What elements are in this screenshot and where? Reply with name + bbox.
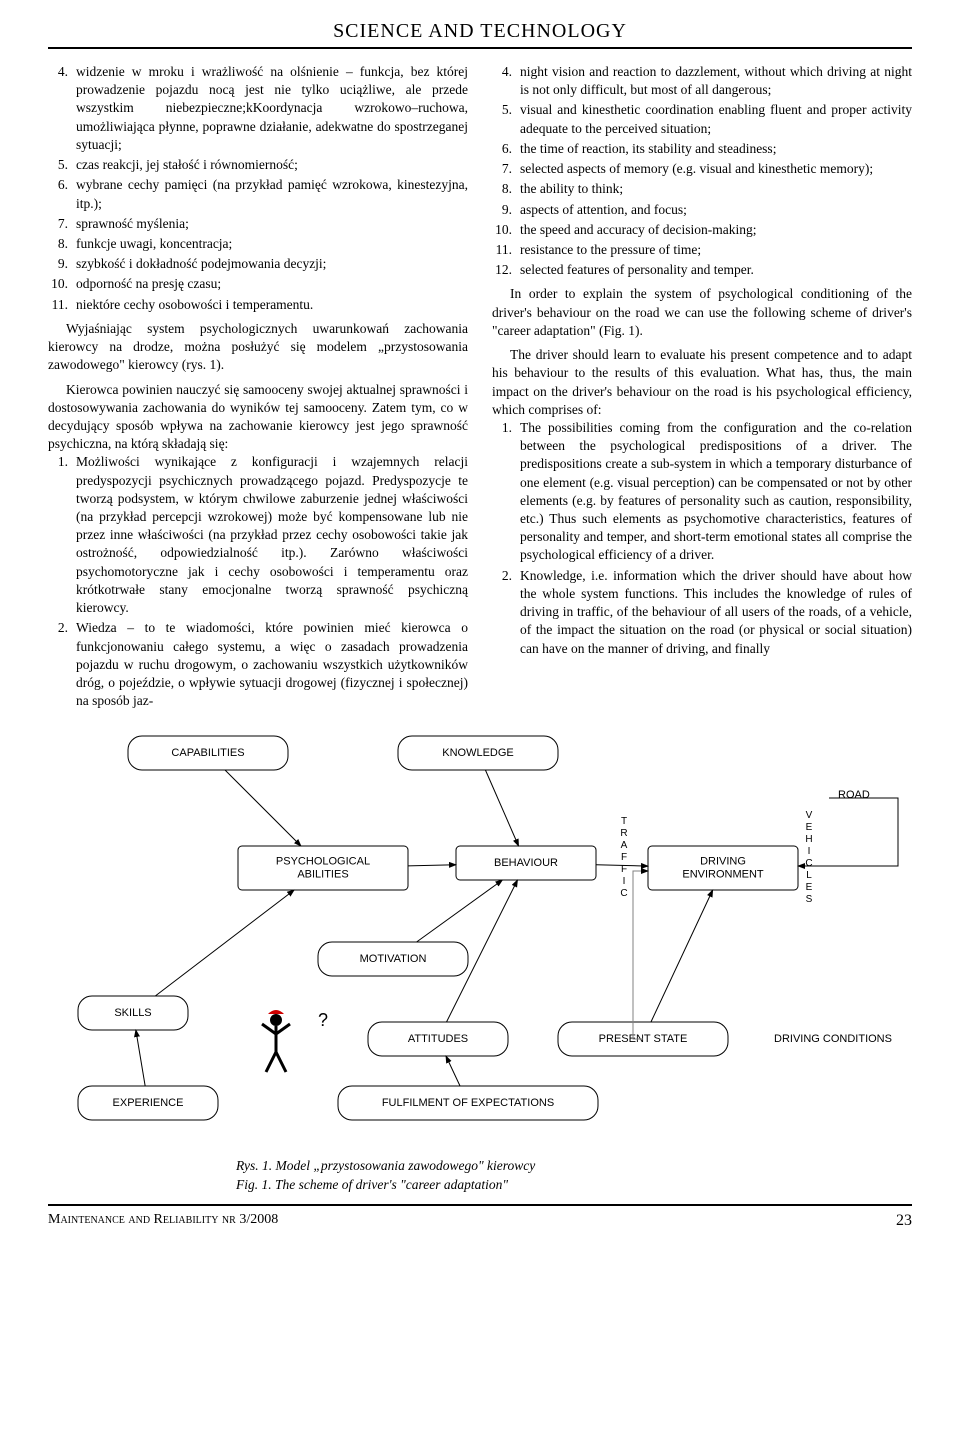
question-mark-icon: ? — [318, 1010, 328, 1030]
node-env: DRIVINGENVIRONMENT — [648, 846, 798, 890]
list-item: 2.Wiedza – to te wiadomości, które powin… — [48, 619, 468, 710]
caption-pl: Rys. 1. Model „przystosowania zawodowego… — [236, 1157, 912, 1175]
list-item: 1.Możliwości wynikające z konfiguracji i… — [48, 453, 468, 617]
svg-text:A: A — [621, 840, 628, 851]
figure-1-diagram: CAPABILITIES KNOWLEDGE PSYCHOLOGICALABILIT… — [48, 726, 912, 1151]
node-kno: KNOWLEDGE — [398, 736, 558, 770]
svg-text:ENVIRONMENT: ENVIRONMENT — [682, 869, 764, 881]
edge-mot-beh — [417, 880, 503, 942]
right-para-2: The driver should learn to evaluate his … — [492, 346, 912, 419]
right-column: 4.night vision and reaction to dazzlemen… — [492, 63, 912, 712]
svg-text:DRIVING CONDITIONS: DRIVING CONDITIONS — [774, 1033, 892, 1045]
edge-cap-psy — [225, 770, 301, 846]
left-para-2: Kierowca powinien nauczyć się samooceny … — [48, 381, 468, 454]
vlabel-traffic: TRAFFIC — [620, 816, 627, 899]
svg-text:BEHAVIOUR: BEHAVIOUR — [494, 857, 558, 869]
left-numbered-list-2: 1.Możliwości wynikające z konfiguracji i… — [48, 453, 468, 710]
left-numbered-list-1: 4.widzenie w mroku i wrażliwość na olśni… — [48, 63, 468, 314]
svg-text:T: T — [621, 816, 627, 827]
svg-text:F: F — [621, 852, 627, 863]
right-numbered-list-1: 4.night vision and reaction to dazzlemen… — [492, 63, 912, 279]
node-dc: DRIVING CONDITIONS — [774, 1033, 892, 1045]
list-item: 11.niektóre cechy osobowości i temperame… — [48, 296, 468, 314]
svg-text:CAPABILITIES: CAPABILITIES — [171, 747, 244, 759]
list-item: 10.the speed and accuracy of decision-ma… — [492, 221, 912, 239]
journal-name: Maintenance and Reliability nr 3/2008 — [48, 1212, 278, 1230]
svg-text:MOTIVATION: MOTIVATION — [360, 953, 427, 965]
node-ski: SKILLS — [78, 996, 188, 1030]
list-item: 10.odporność na presję czasu; — [48, 275, 468, 293]
list-item: 11.resistance to the pressure of time; — [492, 241, 912, 259]
edge-psy-beh — [408, 865, 456, 866]
svg-text:R: R — [620, 828, 627, 839]
svg-text:PSYCHOLOGICAL: PSYCHOLOGICAL — [276, 856, 370, 868]
list-item: 7.sprawność myślenia; — [48, 215, 468, 233]
label-road: ROAD — [838, 789, 870, 801]
figure-captions: Rys. 1. Model „przystosowania zawodowego… — [236, 1157, 912, 1193]
list-item: 8.funkcje uwagi, koncentracja; — [48, 235, 468, 253]
svg-text:E: E — [806, 822, 813, 833]
node-ful: FULFILMENT OF EXPECTATIONS — [338, 1086, 598, 1120]
list-item: 5.czas reakcji, jej stałość i równomiern… — [48, 156, 468, 174]
svg-text:DRIVING: DRIVING — [700, 856, 746, 868]
svg-text:ABILITIES: ABILITIES — [297, 869, 348, 881]
svg-text:ATTITUDES: ATTITUDES — [408, 1033, 468, 1045]
list-item: 5.visual and kinesthetic coordination en… — [492, 101, 912, 137]
right-para-1: In order to explain the system of psycho… — [492, 285, 912, 340]
right-numbered-list-2: 1.The possibilities coming from the conf… — [492, 419, 912, 658]
node-cap: CAPABILITIES — [128, 736, 288, 770]
extra-line-1 — [633, 871, 648, 1039]
node-mot: MOTIVATION — [318, 942, 468, 976]
svg-text:C: C — [620, 888, 627, 899]
stick-figure-icon — [262, 1010, 290, 1072]
svg-text:FULFILMENT OF EXPECTATIONS: FULFILMENT OF EXPECTATIONS — [382, 1097, 554, 1109]
left-para-1: Wyjaśniając system psychologicznych uwar… — [48, 320, 468, 375]
svg-text:I: I — [808, 846, 811, 857]
page-title: SCIENCE AND TECHNOLOGY — [48, 20, 912, 43]
edge-beh-env — [596, 865, 648, 866]
extra-line-0 — [798, 798, 898, 866]
list-item: 9.aspects of attention, and focus; — [492, 201, 912, 219]
svg-text:KNOWLEDGE: KNOWLEDGE — [442, 747, 514, 759]
node-exp: EXPERIENCE — [78, 1086, 218, 1120]
svg-text:L: L — [806, 870, 812, 881]
header-rule — [48, 47, 912, 49]
node-psy: PSYCHOLOGICALABILITIES — [238, 846, 408, 890]
edge-kno-beh — [485, 770, 518, 846]
list-item: 6.wybrane cechy pamięci (na przykład pam… — [48, 176, 468, 212]
list-item: 9.szybkość i dokładność podejmowania dec… — [48, 255, 468, 273]
list-item: 8.the ability to think; — [492, 180, 912, 198]
caption-en: Fig. 1. The scheme of driver's "career a… — [236, 1176, 912, 1194]
svg-text:EXPERIENCE: EXPERIENCE — [113, 1097, 184, 1109]
node-att: ATTITUDES — [368, 1022, 508, 1056]
left-column: 4.widzenie w mroku i wrażliwość na olśni… — [48, 63, 468, 712]
svg-text:SKILLS: SKILLS — [114, 1007, 151, 1019]
page-number: 23 — [896, 1212, 912, 1230]
svg-text:C: C — [805, 858, 812, 869]
vlabel-vehicles: VEHICLES — [805, 810, 812, 905]
list-item: 12.selected features of personality and … — [492, 261, 912, 279]
svg-text:H: H — [805, 834, 812, 845]
footer: Maintenance and Reliability nr 3/2008 23 — [48, 1206, 912, 1230]
list-item: 2.Knowledge, i.e. information which the … — [492, 567, 912, 658]
edge-ski-psy — [155, 890, 294, 996]
edge-exp-ski — [136, 1030, 145, 1086]
edge-pre-env — [651, 890, 713, 1022]
two-column-body: 4.widzenie w mroku i wrażliwość na olśni… — [48, 63, 912, 712]
list-item: 7.selected aspects of memory (e.g. visua… — [492, 160, 912, 178]
list-item: 1.The possibilities coming from the conf… — [492, 419, 912, 565]
list-item: 4.widzenie w mroku i wrażliwość na olśni… — [48, 63, 468, 154]
list-item: 4.night vision and reaction to dazzlemen… — [492, 63, 912, 99]
list-item: 6.the time of reaction, its stability an… — [492, 140, 912, 158]
flowchart-svg: CAPABILITIES KNOWLEDGE PSYCHOLOGICALABILIT… — [48, 726, 908, 1146]
svg-text:I: I — [623, 876, 626, 887]
svg-text:E: E — [806, 882, 813, 893]
svg-text:S: S — [806, 894, 813, 905]
edge-ful-att — [446, 1056, 460, 1086]
svg-text:V: V — [806, 810, 813, 821]
node-beh: BEHAVIOUR — [456, 846, 596, 880]
